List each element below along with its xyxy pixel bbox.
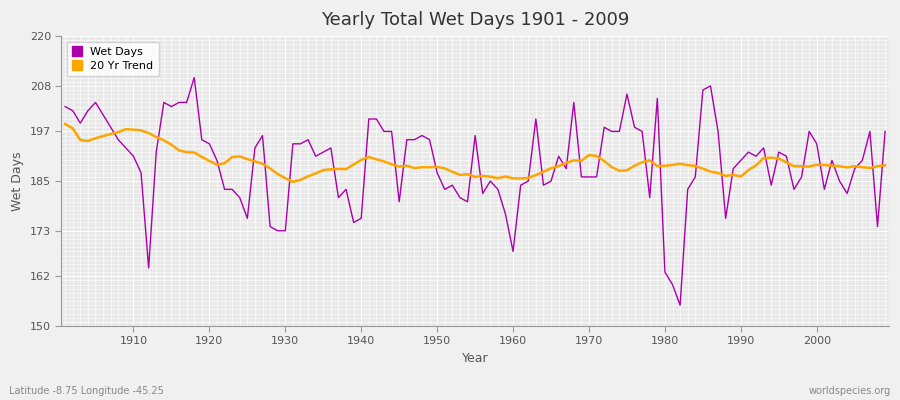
- 20 Yr Trend: [287, 180, 298, 184]
- Wet Days: [295, 142, 306, 146]
- X-axis label: Year: Year: [462, 352, 489, 365]
- 20 Yr Trend: [121, 127, 131, 132]
- Title: Yearly Total Wet Days 1901 - 2009: Yearly Total Wet Days 1901 - 2009: [321, 11, 629, 29]
- Wet Days: [121, 146, 131, 150]
- 20 Yr Trend: [607, 165, 617, 170]
- Line: 20 Yr Trend: 20 Yr Trend: [65, 124, 885, 182]
- 20 Yr Trend: [340, 167, 351, 172]
- Wet Days: [508, 249, 518, 254]
- Wet Days: [516, 183, 526, 188]
- Y-axis label: Wet Days: Wet Days: [11, 151, 24, 211]
- Wet Days: [59, 104, 70, 109]
- Wet Days: [675, 303, 686, 308]
- Wet Days: [189, 75, 200, 80]
- 20 Yr Trend: [879, 163, 890, 168]
- 20 Yr Trend: [508, 176, 518, 181]
- 20 Yr Trend: [59, 122, 70, 126]
- Wet Days: [879, 129, 890, 134]
- Wet Days: [340, 187, 351, 192]
- 20 Yr Trend: [516, 176, 526, 181]
- 20 Yr Trend: [295, 178, 306, 182]
- Line: Wet Days: Wet Days: [65, 78, 885, 305]
- Text: worldspecies.org: worldspecies.org: [809, 386, 891, 396]
- Text: Latitude -8.75 Longitude -45.25: Latitude -8.75 Longitude -45.25: [9, 386, 164, 396]
- Wet Days: [607, 129, 617, 134]
- Legend: Wet Days, 20 Yr Trend: Wet Days, 20 Yr Trend: [67, 42, 159, 76]
